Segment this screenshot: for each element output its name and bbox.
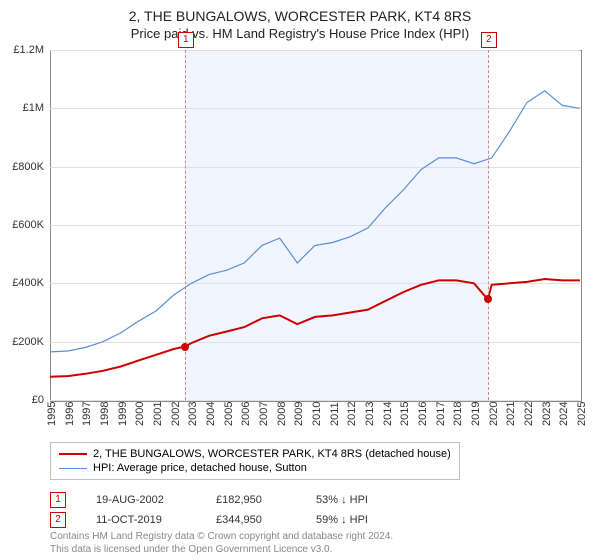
x-tick-label: 2017 — [435, 402, 447, 426]
x-tick-label: 1998 — [99, 402, 111, 426]
x-tick-label: 2010 — [311, 402, 323, 426]
series-hpi — [50, 91, 580, 352]
series-price — [50, 279, 580, 377]
x-tick-label: 2002 — [170, 402, 182, 426]
table-hpi: 53% ↓ HPI — [316, 494, 368, 506]
x-tick-label: 2023 — [541, 402, 553, 426]
table-marker-box: 1 — [50, 492, 66, 508]
x-tick-label: 2007 — [258, 402, 270, 426]
x-tick-label: 2011 — [329, 402, 341, 426]
x-tick-label: 2003 — [187, 402, 199, 426]
y-tick-label: £800K — [12, 161, 44, 173]
chart-area: £0£200K£400K£600K£800K£1M£1.2M 199519961… — [50, 50, 580, 400]
x-tick-label: 2000 — [134, 402, 146, 426]
legend-swatch — [59, 468, 87, 469]
x-tick-label: 2008 — [276, 402, 288, 426]
x-tick-label: 2024 — [558, 402, 570, 426]
table-marker-box: 2 — [50, 512, 66, 528]
y-tick-label: £1.2M — [13, 44, 44, 56]
x-tick-label: 2016 — [417, 402, 429, 426]
x-tick-label: 1997 — [81, 402, 93, 426]
page-subtitle: Price paid vs. HM Land Registry's House … — [0, 24, 600, 45]
page-title: 2, THE BUNGALOWS, WORCESTER PARK, KT4 8R… — [0, 0, 600, 24]
x-tick-label: 1995 — [46, 402, 58, 426]
y-tick-label: £1M — [23, 102, 44, 114]
marker-dot — [181, 343, 189, 351]
footer-line-2: This data is licensed under the Open Gov… — [50, 543, 393, 556]
x-tick-label: 2022 — [523, 402, 535, 426]
x-tick-label: 2005 — [223, 402, 235, 426]
x-tick-label: 2018 — [452, 402, 464, 426]
y-tick-label: £0 — [32, 394, 44, 406]
table-date: 11-OCT-2019 — [96, 514, 186, 526]
line-series — [50, 50, 580, 400]
x-tick-label: 2014 — [382, 402, 394, 426]
legend: 2, THE BUNGALOWS, WORCESTER PARK, KT4 8R… — [50, 442, 460, 480]
marker-dot — [484, 295, 492, 303]
table-row: 1 19-AUG-2002 £182,950 53% ↓ HPI — [50, 490, 368, 510]
sales-table: 1 19-AUG-2002 £182,950 53% ↓ HPI 2 11-OCT-201… — [50, 490, 368, 530]
table-row: 2 11-OCT-2019 £344,950 59% ↓ HPI — [50, 510, 368, 530]
y-tick-label: £200K — [12, 336, 44, 348]
marker-line — [488, 50, 489, 400]
table-hpi: 59% ↓ HPI — [316, 514, 368, 526]
x-tick-label: 2004 — [205, 402, 217, 426]
marker-box: 1 — [178, 32, 194, 48]
table-date: 19-AUG-2002 — [96, 494, 186, 506]
y-tick-label: £400K — [12, 277, 44, 289]
x-tick-label: 2020 — [488, 402, 500, 426]
x-tick-label: 2019 — [470, 402, 482, 426]
y-tick-label: £600K — [12, 219, 44, 231]
legend-item: HPI: Average price, detached house, Sutt… — [59, 461, 451, 475]
legend-swatch — [59, 453, 87, 455]
x-tick-label: 2013 — [364, 402, 376, 426]
footer-line-1: Contains HM Land Registry data © Crown c… — [50, 530, 393, 543]
x-tick-label: 2006 — [240, 402, 252, 426]
x-tick-label: 2021 — [505, 402, 517, 426]
x-tick-label: 2015 — [399, 402, 411, 426]
table-price: £344,950 — [216, 514, 286, 526]
footer: Contains HM Land Registry data © Crown c… — [50, 530, 393, 556]
legend-item: 2, THE BUNGALOWS, WORCESTER PARK, KT4 8R… — [59, 447, 451, 461]
x-tick-label: 2001 — [152, 402, 164, 426]
x-tick-label: 2025 — [576, 402, 588, 426]
x-tick-label: 1996 — [64, 402, 76, 426]
legend-label: 2, THE BUNGALOWS, WORCESTER PARK, KT4 8R… — [93, 448, 451, 460]
marker-box: 2 — [481, 32, 497, 48]
x-tick-label: 2009 — [293, 402, 305, 426]
x-tick-label: 1999 — [117, 402, 129, 426]
x-tick-label: 2012 — [346, 402, 358, 426]
table-price: £182,950 — [216, 494, 286, 506]
legend-label: HPI: Average price, detached house, Sutt… — [93, 462, 307, 474]
